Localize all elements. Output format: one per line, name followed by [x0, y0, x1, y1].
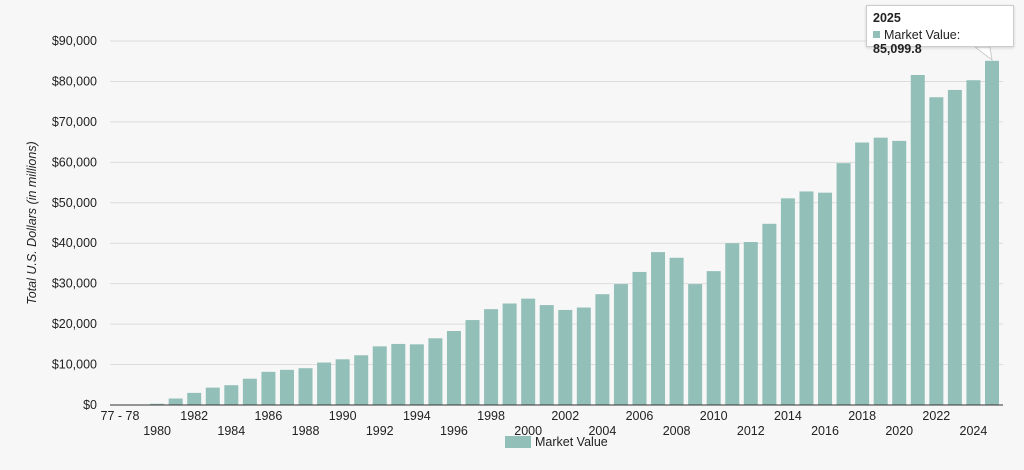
bar[interactable] — [261, 371, 276, 405]
y-tick-label: $10,000 — [52, 358, 97, 372]
y-axis-title: Total U.S. Dollars (in millions) — [25, 141, 39, 304]
y-tick-label: $40,000 — [52, 236, 97, 250]
y-tick-label: $60,000 — [52, 155, 97, 169]
bar[interactable] — [669, 257, 684, 405]
bar[interactable] — [725, 243, 740, 405]
y-tick-label: $90,000 — [52, 34, 97, 48]
bar[interactable] — [558, 309, 573, 405]
x-tick-label: 2022 — [922, 409, 950, 423]
bar[interactable] — [688, 284, 703, 405]
x-tick-label: 1998 — [477, 409, 505, 423]
tooltip-pointer — [973, 46, 993, 62]
bar[interactable] — [224, 385, 239, 405]
x-tick-label: 2020 — [885, 424, 913, 438]
bar[interactable] — [595, 294, 610, 405]
bar[interactable] — [428, 338, 443, 405]
tooltip-label: Market Value: — [884, 28, 961, 42]
bar[interactable] — [743, 242, 758, 405]
bar[interactable] — [966, 80, 981, 405]
x-tick-label: 1996 — [440, 424, 468, 438]
tooltip-title: 2025 — [873, 11, 901, 25]
tooltip-swatch — [873, 31, 880, 38]
bar[interactable] — [985, 60, 999, 405]
x-tick-label: 2018 — [848, 409, 876, 423]
x-tick-label: 2006 — [626, 409, 654, 423]
x-tick-label: 1988 — [292, 424, 320, 438]
legend-swatch — [505, 436, 531, 448]
x-tick-label: 77 - 78 — [101, 409, 140, 423]
bar[interactable] — [818, 192, 833, 405]
y-tick-label: $50,000 — [52, 196, 97, 210]
x-tick-label: 2002 — [551, 409, 579, 423]
y-tick-label: $0 — [83, 398, 97, 412]
x-tick-label: 2010 — [700, 409, 728, 423]
bar[interactable] — [298, 368, 313, 405]
bar[interactable] — [836, 163, 851, 405]
y-tick-label: $30,000 — [52, 277, 97, 291]
x-tick-label: 2014 — [774, 409, 802, 423]
bar[interactable] — [446, 330, 461, 405]
bar[interactable] — [354, 355, 369, 405]
bar[interactable] — [539, 305, 554, 405]
tooltip-value: 85,099.8 — [873, 42, 922, 56]
bar[interactable] — [799, 191, 814, 405]
bar[interactable] — [502, 303, 517, 405]
y-tick-label: $20,000 — [52, 317, 97, 331]
bar[interactable] — [317, 362, 332, 405]
x-tick-label: 1980 — [143, 424, 171, 438]
x-tick-label: 2024 — [960, 424, 988, 438]
x-tick-label: 2008 — [663, 424, 691, 438]
x-tick-label: 1982 — [180, 409, 208, 423]
x-tick-label: 2016 — [811, 424, 839, 438]
bar[interactable] — [484, 309, 499, 405]
bar[interactable] — [780, 198, 795, 405]
bar[interactable] — [168, 398, 183, 405]
x-tick-label: 1984 — [217, 424, 245, 438]
legend[interactable]: Market Value — [505, 435, 608, 449]
x-tick-label: 2000 — [514, 424, 542, 438]
x-tick-label: 2012 — [737, 424, 765, 438]
bar[interactable] — [372, 346, 387, 405]
legend-label: Market Value — [535, 435, 608, 449]
bar[interactable] — [187, 392, 202, 405]
y-tick-label: $70,000 — [52, 115, 97, 129]
bar[interactable] — [409, 344, 424, 405]
bar[interactable] — [279, 369, 294, 405]
bar[interactable] — [205, 387, 220, 405]
bar[interactable] — [929, 97, 944, 406]
bar[interactable] — [150, 403, 165, 405]
bar[interactable] — [465, 320, 480, 405]
bar[interactable] — [613, 284, 628, 405]
x-tick-label: 1990 — [329, 409, 357, 423]
bar[interactable] — [576, 307, 591, 405]
bar[interactable] — [242, 378, 257, 405]
tooltip: 2025 Market Value: 85,099.8 — [866, 5, 1014, 56]
bar[interactable] — [947, 89, 962, 405]
bar[interactable] — [632, 271, 647, 405]
y-tick-label: $80,000 — [52, 74, 97, 88]
bar[interactable] — [391, 343, 406, 405]
bar[interactable] — [855, 142, 870, 405]
bar[interactable] — [873, 137, 888, 405]
bar[interactable] — [706, 271, 721, 405]
x-tick-label: 1986 — [255, 409, 283, 423]
x-tick-label: 2004 — [588, 424, 616, 438]
bar[interactable] — [651, 252, 666, 405]
x-tick-label: 1994 — [403, 409, 431, 423]
bar[interactable] — [910, 74, 925, 406]
bar[interactable] — [521, 298, 536, 405]
bar[interactable] — [762, 223, 777, 405]
bar[interactable] — [892, 140, 907, 406]
x-tick-label: 1992 — [366, 424, 394, 438]
bar[interactable] — [335, 359, 350, 405]
